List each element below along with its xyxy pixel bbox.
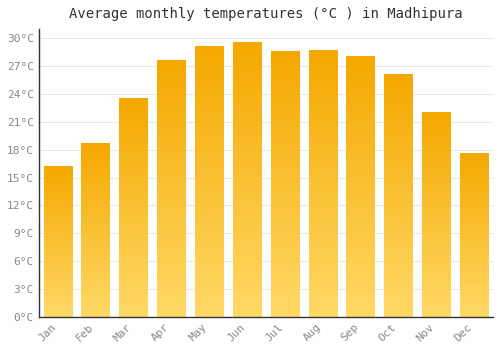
Title: Average monthly temperatures (°C ) in Madhipura: Average monthly temperatures (°C ) in Ma… [69, 7, 462, 21]
